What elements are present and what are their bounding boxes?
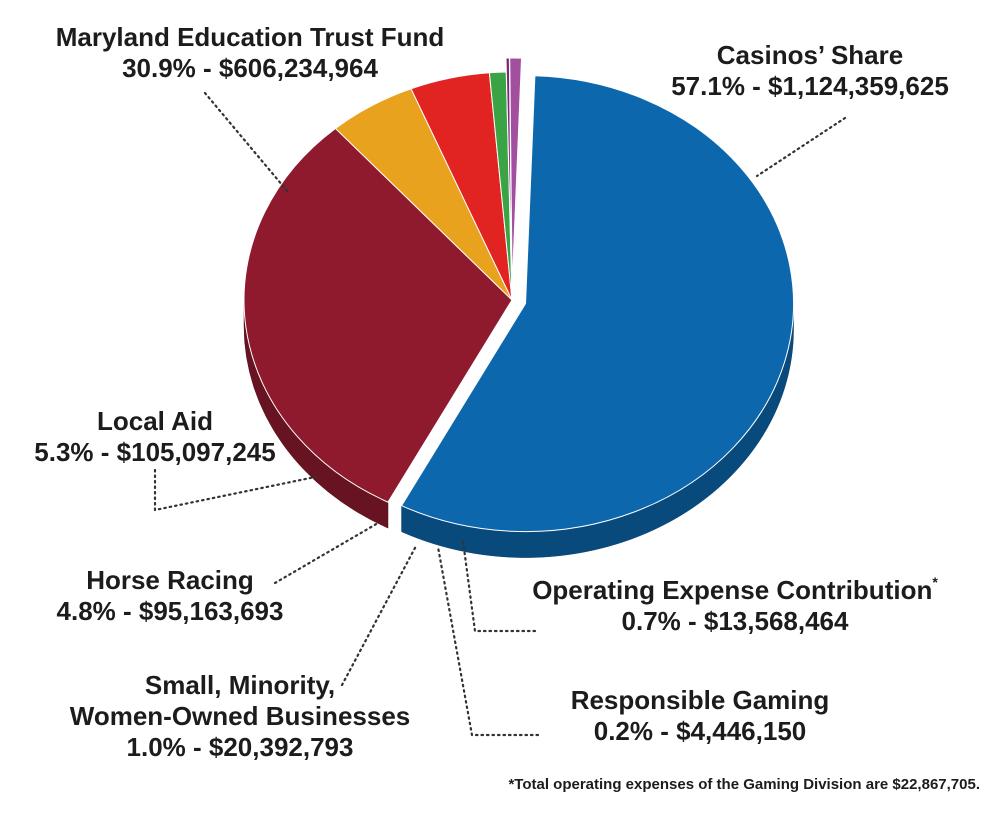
pie-tops: [243, 57, 794, 533]
label-education-trust-fund-name: Maryland Education Trust Fund: [55, 22, 445, 52]
leader-local: [153, 468, 322, 512]
footnote-marker: *: [932, 574, 938, 590]
label-small-minority-line2: Women-Owned Businesses: [69, 701, 411, 731]
pie-slice-maryland-education-trust-fund: [243, 127, 513, 503]
label-operating-expense: Operating Expense Contribution* 0.7% - $…: [500, 575, 970, 637]
label-casinos-share: Casinos’ Share 57.1% - $1,124,359,625: [640, 40, 980, 102]
label-responsible-gaming-name: Responsible Gaming: [570, 685, 830, 715]
label-horse-racing-value: 4.8% - $95,163,693: [56, 596, 284, 626]
label-casinos-share-value: 57.1% - $1,124,359,625: [671, 71, 949, 101]
label-operating-expense-name-row: Operating Expense Contribution*: [500, 575, 970, 606]
label-local-aid-name: Local Aid: [96, 406, 214, 436]
label-local-aid: Local Aid 5.3% - $105,097,245: [0, 406, 310, 468]
label-operating-expense-name: Operating Expense Contribution: [532, 575, 933, 605]
label-local-aid-value: 5.3% - $105,097,245: [34, 437, 276, 467]
label-education-trust-fund: Maryland Education Trust Fund 30.9% - $6…: [30, 22, 470, 84]
leader-casinos: [755, 116, 847, 178]
label-education-trust-fund-value: 30.9% - $606,234,964: [122, 53, 378, 83]
label-responsible-gaming-value: 0.2% - $4,446,150: [593, 716, 807, 746]
leader-responsible: [436, 545, 540, 737]
label-horse-racing-name: Horse Racing: [86, 565, 254, 595]
leader-lines: [153, 91, 847, 737]
label-casinos-share-name: Casinos’ Share: [716, 40, 904, 70]
pie-slice-casinos-share: [400, 75, 794, 533]
leader-operating: [461, 539, 537, 633]
label-small-minority-line1: Small, Minority,: [144, 670, 336, 700]
leader-small: [340, 544, 418, 687]
label-responsible-gaming: Responsible Gaming 0.2% - $4,446,150: [520, 685, 880, 747]
pie-slice-operating-expense-contribution: [509, 57, 523, 287]
label-small-minority-businesses: Small, Minority, Women-Owned Businesses …: [40, 670, 440, 763]
label-small-minority-value: 1.0% - $20,392,793: [126, 732, 354, 762]
leader-education: [203, 91, 290, 194]
label-horse-racing: Horse Racing 4.8% - $95,163,693: [20, 565, 320, 627]
label-operating-expense-value: 0.7% - $13,568,464: [621, 606, 849, 636]
footnote: *Total operating expenses of the Gaming …: [508, 776, 980, 793]
leader-horse: [273, 521, 380, 585]
